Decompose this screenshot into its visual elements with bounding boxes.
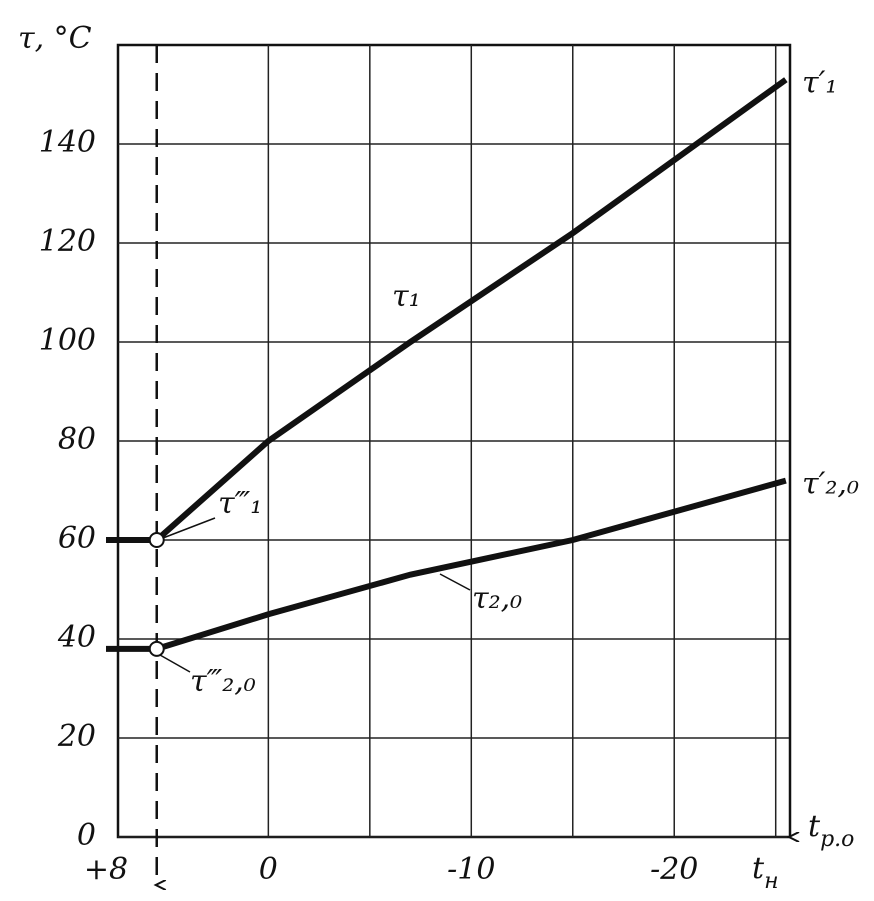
y-tick-label: 0 <box>77 818 96 853</box>
x-end-label: tн <box>752 851 779 894</box>
breakpoint-marker <box>148 640 165 657</box>
point-label: τ‴₂,₀ <box>190 664 256 699</box>
breakpoint-marker <box>148 532 165 548</box>
end-label: τ′₂,₀ <box>802 467 859 502</box>
leader <box>439 573 471 591</box>
point-label: τ‴₁ <box>218 486 262 521</box>
end-label: τ′₁ <box>802 66 837 101</box>
leader <box>159 654 191 673</box>
series-label: τ₂,₀ <box>472 581 522 616</box>
series-label: τ₁ <box>392 279 421 314</box>
x-tick-label: +8 <box>84 852 128 887</box>
y-tick-label: 60 <box>58 521 96 556</box>
x-tick-label: -20 <box>650 852 698 887</box>
x-end-label-main: t <box>752 851 765 886</box>
y-tick-label: 100 <box>39 323 96 358</box>
y-tick-label: 40 <box>57 620 96 655</box>
y-axis-label: τ, °C <box>18 21 92 56</box>
x-axis-label: tр.о <box>808 809 854 852</box>
leader <box>162 517 216 539</box>
x-end-label-sub: н <box>764 869 779 894</box>
x-tick-label: -10 <box>447 852 495 887</box>
x-axis-label-sub: р.о <box>820 827 854 852</box>
series-line <box>106 477 787 652</box>
y-tick-label: 120 <box>39 224 96 259</box>
y-tick-label: 20 <box>57 719 96 754</box>
series-line <box>106 77 788 543</box>
x-axis-label-main: t <box>808 809 821 844</box>
y-tick-label: 80 <box>58 422 96 457</box>
y-tick-label: 140 <box>39 125 96 160</box>
x-tick-label: 0 <box>259 852 278 887</box>
